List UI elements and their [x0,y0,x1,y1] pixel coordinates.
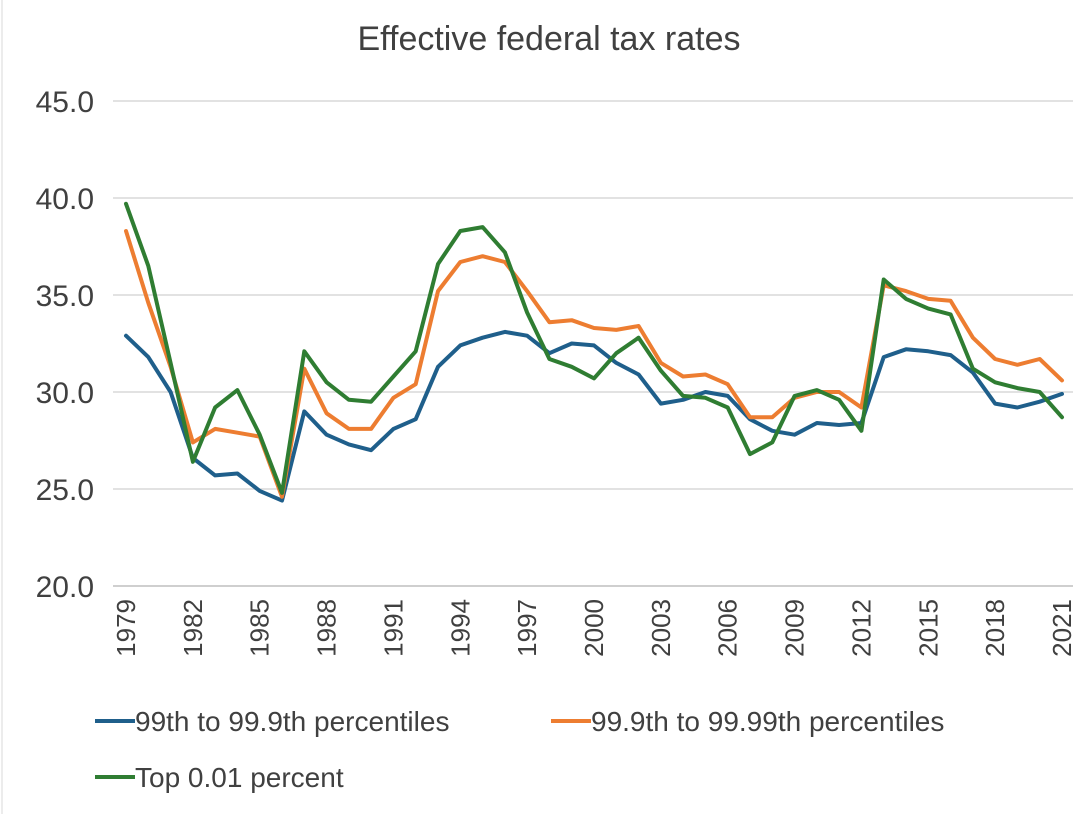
x-tick-label: 1997 [512,599,542,657]
series-lines [124,201,1064,503]
x-tick-label: 1982 [178,599,208,657]
y-tick-label: 20.0 [36,571,94,604]
x-tick-label: 1985 [245,599,275,657]
x-tick-label: 1988 [312,599,342,657]
gridlines [113,100,1073,587]
legend-label: 99.9th to 99.99th percentiles [591,706,944,737]
series-line-2 [124,229,1064,499]
x-tick-label: 2006 [713,599,743,657]
x-tick-label: 2021 [1047,599,1077,657]
x-tick-label: 2003 [646,599,676,657]
y-tick-label: 40.0 [36,183,94,216]
y-tick-label: 35.0 [36,280,94,313]
chart-title: Effective federal tax rates [357,20,740,58]
series-line-3 [124,201,1064,495]
legend-label: Top 0.01 percent [135,762,344,793]
x-tick-label: 1991 [378,599,408,657]
x-tick-label: 2015 [913,599,943,657]
x-tick-label: 2018 [980,599,1010,657]
y-axis-ticks: 20.0 25.0 30.0 35.0 40.0 45.0 [36,86,94,604]
x-tick-label: 1979 [111,599,141,657]
x-tick-label: 2009 [780,599,810,657]
series-line-1 [124,329,1064,503]
x-tick-label: 2000 [579,599,609,657]
x-tick-label: 1994 [445,599,475,657]
y-tick-label: 30.0 [36,377,94,410]
x-axis-ticks: 1979 1982 1985 1988 1991 1994 1997 2000 2003 2006… [111,599,1077,657]
y-tick-label: 45.0 [36,86,94,119]
legend: 99th to 99.9th percentiles 99.9th to 99.9… [95,706,944,793]
x-tick-label: 2012 [846,599,876,657]
y-tick-label: 25.0 [36,474,94,507]
legend-label: 99th to 99.9th percentiles [135,706,449,737]
